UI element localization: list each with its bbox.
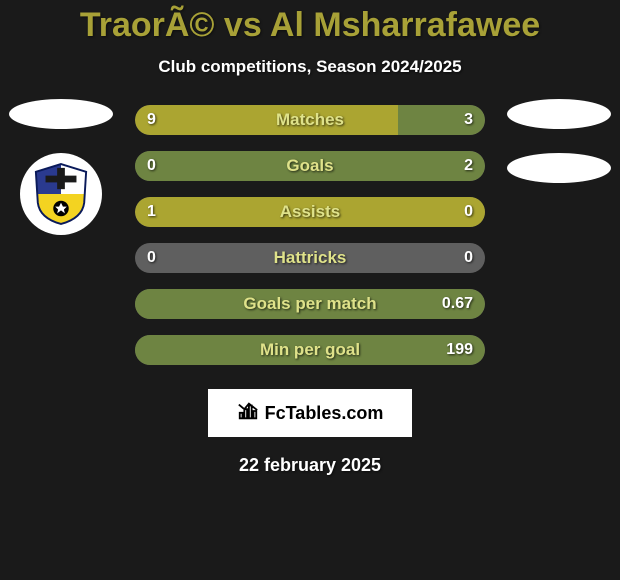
player2-column [504, 99, 614, 183]
stat-row: 00Hattricks [135, 243, 485, 273]
stat-row: 93Matches [135, 105, 485, 135]
player1-avatar-placeholder [9, 99, 113, 129]
footer-date: 22 february 2025 [0, 455, 620, 476]
player1-column [6, 99, 116, 235]
player2-avatar-placeholder [507, 99, 611, 129]
stat-label: Hattricks [135, 243, 485, 273]
stat-label: Assists [135, 197, 485, 227]
stat-label: Min per goal [135, 335, 485, 365]
player1-club-badge [20, 153, 102, 235]
shield-icon [32, 162, 90, 226]
brand-text: FcTables.com [265, 403, 384, 424]
page-subtitle: Club competitions, Season 2024/2025 [0, 57, 620, 77]
stat-row: 02Goals [135, 151, 485, 181]
page-title: TraorÃ© vs Al Msharrafawee [0, 0, 620, 45]
stat-row: 0.67Goals per match [135, 289, 485, 319]
stat-label: Matches [135, 105, 485, 135]
stat-row: 199Min per goal [135, 335, 485, 365]
stat-label: Goals per match [135, 289, 485, 319]
comparison-panel: 93Matches 02Goals 10Assists 00Hattricks 0.67… [0, 105, 620, 365]
stats-bars: 93Matches 02Goals 10Assists 00Hattricks 0.67… [135, 105, 485, 365]
player2-club-placeholder [507, 153, 611, 183]
chart-icon [237, 400, 259, 427]
stat-label: Goals [135, 151, 485, 181]
brand-badge: FcTables.com [208, 389, 412, 437]
stat-row: 10Assists [135, 197, 485, 227]
